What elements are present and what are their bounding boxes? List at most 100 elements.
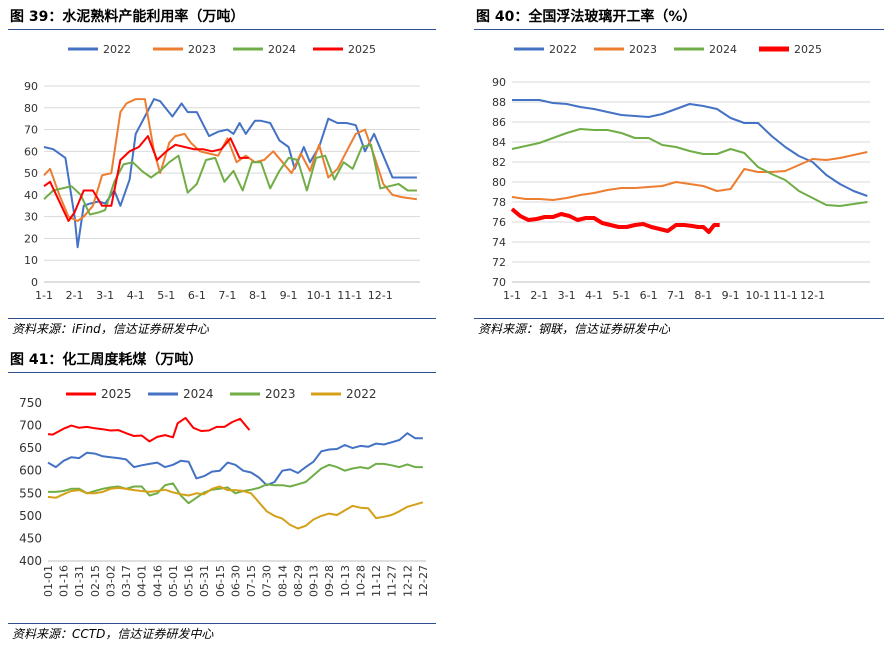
y-tick-label: 82 bbox=[492, 156, 506, 169]
y-tick-label: 20 bbox=[24, 232, 38, 245]
y-tick-label: 500 bbox=[19, 509, 42, 523]
x-tick-label: 12-27 bbox=[417, 565, 430, 597]
y-tick-label: 400 bbox=[19, 554, 42, 568]
chart-source: 资料来源：钢联，信达证券研发中心 bbox=[474, 318, 884, 339]
legend-label-2024: 2024 bbox=[268, 43, 296, 56]
x-tick-label: 5-1 bbox=[612, 289, 630, 302]
chart-panel-glass: 图 40：全国浮法玻璃开工率（%） 70 72 74 76 78 80 82 84 86 88 90… bbox=[474, 5, 884, 340]
y-tick-label: 76 bbox=[492, 216, 506, 229]
y-tick-label: 60 bbox=[24, 145, 38, 158]
legend-label-2023: 2023 bbox=[188, 43, 216, 56]
series-line-2025 bbox=[43, 135, 249, 222]
series-line-2025 bbox=[47, 416, 251, 443]
chart-title: 图 40：全国浮法玻璃开工率（%） bbox=[474, 5, 884, 30]
legend-label-2025: 2025 bbox=[101, 387, 132, 401]
y-tick-label: 550 bbox=[19, 486, 42, 500]
series-line-2023 bbox=[48, 462, 423, 505]
y-tick-label: 750 bbox=[19, 396, 42, 410]
y-tick-label: 84 bbox=[492, 136, 506, 149]
y-tick-label: 30 bbox=[24, 211, 38, 224]
series-line-2022 bbox=[47, 485, 424, 530]
chart-source: 资料来源：iFind，信达证券研发中心 bbox=[8, 318, 436, 339]
series-line-2024 bbox=[43, 143, 417, 216]
x-tick-label: 10-28 bbox=[354, 565, 367, 597]
y-tick-label: 74 bbox=[492, 236, 506, 249]
x-tick-label: 9-1 bbox=[722, 289, 740, 302]
series-line-2024 bbox=[47, 432, 423, 487]
x-tick-label: 12-1 bbox=[800, 289, 825, 302]
x-tick-label: 1-1 bbox=[503, 289, 521, 302]
series-line-2023 bbox=[43, 98, 418, 222]
x-tick-label: 5-1 bbox=[157, 289, 175, 302]
x-tick-label: 12-1 bbox=[368, 289, 393, 302]
x-tick-label: 10-1 bbox=[307, 289, 332, 302]
x-tick-label: 1-1 bbox=[35, 289, 53, 302]
x-tick-label: 8-1 bbox=[694, 289, 712, 302]
x-tick-label: 04-16 bbox=[151, 565, 164, 597]
x-tick-label: 11-1 bbox=[773, 289, 798, 302]
y-tick-label: 90 bbox=[24, 80, 38, 93]
series-line-2025 bbox=[510, 207, 720, 234]
x-tick-label: 6-1 bbox=[188, 289, 206, 302]
chart-float-glass-operating-rate: 70 72 74 76 78 80 82 84 86 88 90 1-1 2-1 3-1 4-1 5-1 6-1… bbox=[492, 43, 870, 302]
chart-cement-utilization: 0 10 20 30 40 50 60 70 80 90 1-1 2-1 3-1 4-1 5-1 6-1 7-1… bbox=[24, 43, 420, 302]
x-tick-label: 04-01 bbox=[136, 565, 149, 597]
x-tick-label: 3-1 bbox=[558, 289, 576, 302]
x-tick-label: 01-31 bbox=[73, 565, 86, 597]
chart-title: 图 41：化工周度耗煤（万吨） bbox=[8, 348, 436, 373]
x-tick-label: 9-1 bbox=[280, 289, 298, 302]
legend-label-2023: 2023 bbox=[265, 387, 296, 401]
x-tick-label: 6-1 bbox=[640, 289, 658, 302]
x-tick-label: 10-13 bbox=[339, 565, 352, 597]
x-tick-label: 07-30 bbox=[261, 565, 274, 597]
legend-label-2022: 2022 bbox=[549, 43, 577, 56]
x-tick-label: 10-1 bbox=[745, 289, 770, 302]
legend-label-2024: 2024 bbox=[183, 387, 214, 401]
y-tick-label: 70 bbox=[24, 124, 38, 137]
chart-source: 资料来源：CCTD，信达证券研发中心 bbox=[8, 623, 436, 644]
legend-label-2022: 2022 bbox=[103, 43, 131, 56]
x-tick-label: 07-15 bbox=[245, 565, 258, 597]
y-tick-label: 86 bbox=[492, 116, 506, 129]
y-tick-label: 70 bbox=[492, 276, 506, 289]
legend-label-2025: 2025 bbox=[348, 43, 376, 56]
y-tick-label: 72 bbox=[492, 256, 506, 269]
y-tick-label: 700 bbox=[19, 419, 42, 433]
y-tick-label: 650 bbox=[19, 441, 42, 455]
legend-label-2025: 2025 bbox=[794, 43, 822, 56]
x-tick-label: 09-28 bbox=[323, 565, 336, 597]
x-tick-label: 11-27 bbox=[386, 565, 399, 597]
y-tick-label: 450 bbox=[19, 531, 42, 545]
x-tick-label: 01-01 bbox=[42, 565, 55, 597]
legend-label-2024: 2024 bbox=[709, 43, 737, 56]
x-tick-label: 03-17 bbox=[120, 565, 133, 597]
y-tick-label: 600 bbox=[19, 464, 42, 478]
x-tick-label: 09-13 bbox=[308, 565, 321, 597]
x-tick-label: 02-15 bbox=[89, 565, 102, 597]
x-tick-label: 05-01 bbox=[167, 565, 180, 597]
x-tick-label: 2-1 bbox=[66, 289, 84, 302]
x-tick-label: 3-1 bbox=[96, 289, 114, 302]
chart-panel-chemical-coal: 图 41：化工周度耗煤（万吨） 400 450 500 550 600 650 700 750… bbox=[8, 348, 436, 646]
y-tick-label: 80 bbox=[24, 102, 38, 115]
y-tick-label: 90 bbox=[492, 76, 506, 89]
x-tick-label: 11-12 bbox=[370, 565, 383, 597]
x-tick-label: 01-16 bbox=[58, 565, 71, 597]
legend-label-2023: 2023 bbox=[629, 43, 657, 56]
x-tick-label: 05-16 bbox=[183, 565, 196, 597]
x-tick-label: 08-14 bbox=[276, 565, 289, 597]
chart-title: 图 39：水泥熟料产能利用率（万吨） bbox=[8, 5, 436, 30]
y-tick-label: 50 bbox=[24, 167, 38, 180]
x-tick-label: 11-1 bbox=[337, 289, 362, 302]
x-tick-label: 06-15 bbox=[214, 565, 227, 597]
y-tick-label: 10 bbox=[24, 254, 38, 267]
series-line-2024 bbox=[511, 128, 868, 207]
x-tick-label: 8-1 bbox=[249, 289, 267, 302]
chart-panel-cement: 图 39：水泥熟料产能利用率（万吨） 0 10 20 30 40 50 60 70 80 90 1-… bbox=[8, 5, 436, 340]
x-tick-label: 12-12 bbox=[401, 565, 414, 597]
x-tick-label: 4-1 bbox=[127, 289, 145, 302]
series-line-2023 bbox=[511, 151, 868, 201]
y-tick-label: 80 bbox=[492, 176, 506, 189]
x-tick-label: 7-1 bbox=[667, 289, 685, 302]
